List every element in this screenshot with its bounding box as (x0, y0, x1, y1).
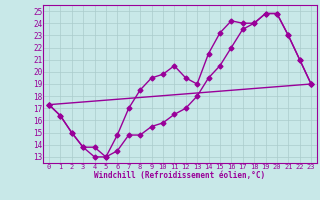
X-axis label: Windchill (Refroidissement éolien,°C): Windchill (Refroidissement éolien,°C) (94, 171, 266, 180)
